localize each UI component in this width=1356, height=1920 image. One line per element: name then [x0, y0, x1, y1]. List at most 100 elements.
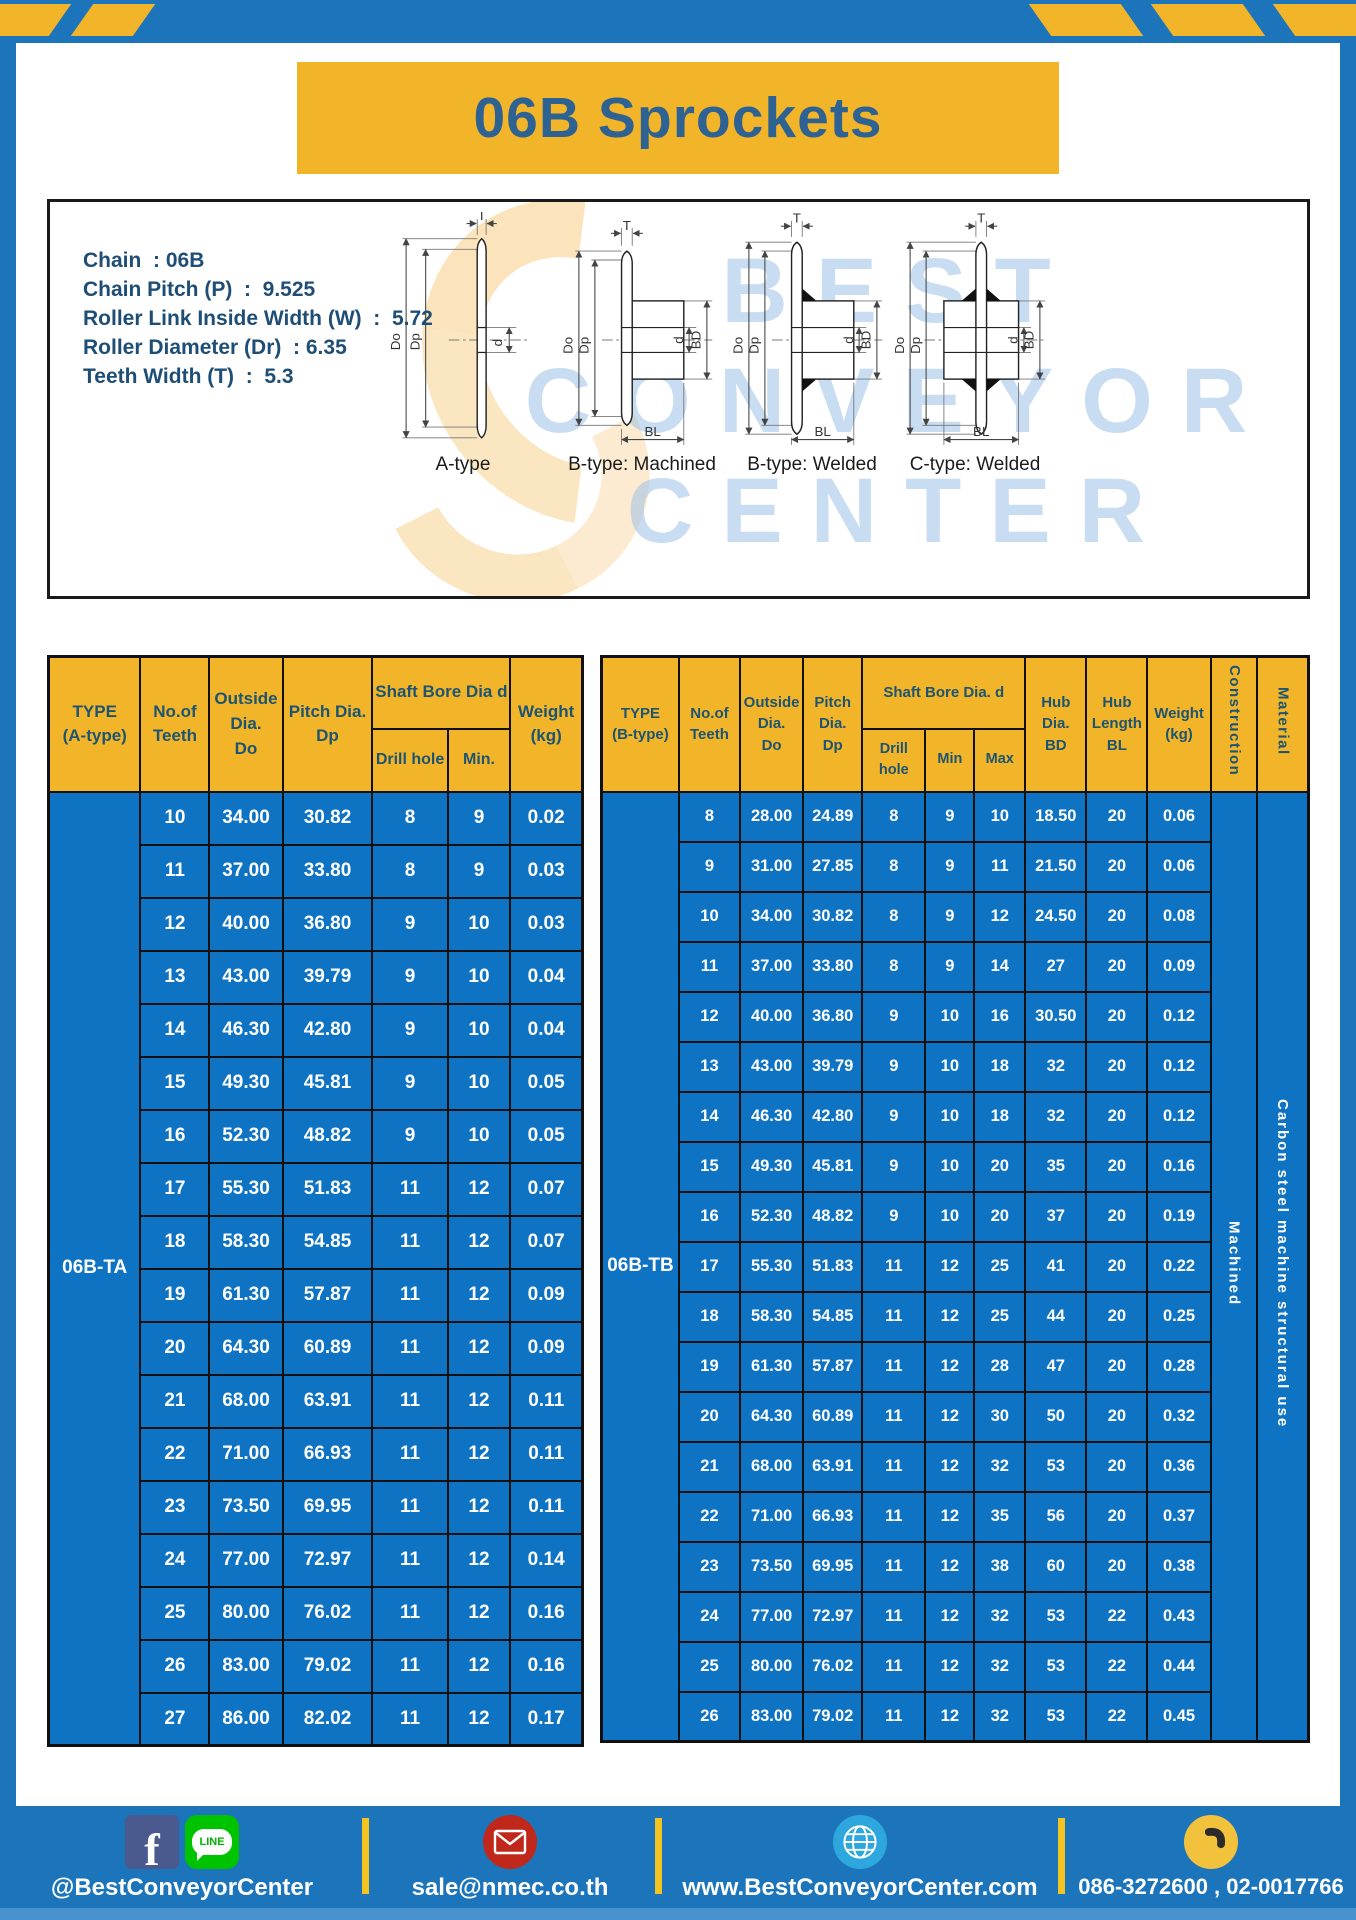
data-cell: 11	[371, 1267, 449, 1323]
construction-cell: Machined	[1209, 790, 1259, 1743]
line-app-icon[interactable]: LINE	[185, 1815, 239, 1869]
globe-icon[interactable]	[833, 1815, 887, 1869]
data-cell: 24	[677, 1590, 742, 1643]
dim-label-dp: Dp	[407, 333, 422, 350]
table-row: 24 77.00 72.97 11 12 0.14	[49, 1532, 584, 1588]
type-b-cell: 06B-TB	[600, 790, 680, 1743]
facebook-icon[interactable]: f	[125, 1815, 179, 1869]
data-cell: 8	[371, 843, 449, 899]
table-row: 13 43.00 39.79 9 10 18 32 20 0.12	[602, 1040, 1309, 1093]
data-cell: 0.07	[509, 1161, 584, 1217]
chain-spec-list: Chain : 06B Chain Pitch (P) : 9.525 Roll…	[83, 246, 433, 391]
data-cell: 9	[861, 1140, 927, 1193]
data-cell: 9	[924, 940, 976, 993]
data-cell: 51.83	[281, 1161, 374, 1217]
data-cell: 0.11	[509, 1426, 584, 1482]
data-cell: 64.30	[208, 1320, 284, 1376]
data-cell: 28	[973, 1340, 1027, 1393]
social-handle[interactable]: @BestConveyorCenter	[50, 1874, 314, 1901]
data-cell: 15	[139, 1055, 211, 1111]
data-cell: 0.03	[509, 896, 584, 952]
data-cell: 73.50	[739, 1540, 805, 1593]
data-cell: 47	[1024, 1340, 1088, 1393]
website-url[interactable]: www.BestConveyorCenter.com	[682, 1874, 1038, 1901]
data-cell: 63.91	[281, 1373, 374, 1429]
data-cell: 12	[924, 1390, 976, 1443]
footer-email-group: sale@nmec.co.th	[372, 1814, 648, 1902]
data-cell: 8	[371, 790, 449, 846]
data-cell: 11	[861, 1240, 927, 1293]
data-cell: 35	[973, 1490, 1027, 1543]
data-cell: 9	[861, 990, 927, 1043]
data-cell: 48.82	[802, 1190, 864, 1243]
construction-header-label: Construction	[1225, 665, 1243, 777]
data-cell: 27	[1024, 940, 1088, 993]
col-header-drill-hole: Drill hole	[861, 727, 927, 793]
table-b-body: 06B-TB 8 28.00 24.89 8 9 10 18.50 20 0.06 Machined…	[600, 790, 1310, 1743]
data-cell: 66.93	[802, 1490, 864, 1543]
data-cell: 77.00	[739, 1590, 805, 1643]
material-cell-label: Carbon steel machine structural use	[1274, 1099, 1292, 1429]
col-header-type: TYPE (A-type)	[47, 655, 142, 793]
data-cell: 10	[139, 790, 211, 846]
sprocket-drawing-icon: T Do Dp d BD BL	[562, 218, 713, 445]
footer-divider	[1058, 1818, 1065, 1894]
data-cell: 0.45	[1146, 1690, 1212, 1743]
data-cell: 9	[371, 1002, 449, 1058]
data-cell: 72.97	[281, 1532, 374, 1588]
dim-label-bl: BL	[815, 424, 831, 439]
data-cell: 11	[371, 1426, 449, 1482]
col-header-weight: Weight (kg)	[1146, 655, 1212, 793]
data-cell: 11	[371, 1214, 449, 1270]
data-cell: 11	[861, 1540, 927, 1593]
phone-numbers[interactable]: 086-3272600 , 02-0017766	[1078, 1874, 1344, 1899]
data-cell: 32	[973, 1690, 1027, 1743]
data-cell: 79.02	[281, 1638, 374, 1694]
data-cell: 9	[861, 1040, 927, 1093]
data-cell: 42.80	[802, 1090, 864, 1143]
data-cell: 18	[973, 1090, 1027, 1143]
data-cell: 83.00	[208, 1638, 284, 1694]
data-cell: 58.30	[208, 1214, 284, 1270]
diagram-label: B-type: Machined	[568, 454, 716, 475]
data-cell: 18	[139, 1214, 211, 1270]
data-cell: 13	[677, 1040, 742, 1093]
table-row: 14 46.30 42.80 9 10 0.04	[49, 1002, 584, 1058]
data-cell: 20	[1085, 940, 1149, 993]
col-header-teeth: No.of Teeth	[677, 655, 742, 793]
data-cell: 11	[371, 1585, 449, 1641]
data-cell: 12	[446, 1267, 512, 1323]
dim-label-d: d	[490, 339, 505, 346]
data-cell: 20	[1085, 790, 1149, 843]
email-icon[interactable]	[483, 1815, 537, 1869]
diagram-c-type-welded: T Do Dp d BD BL C-type: Welded	[895, 212, 1055, 476]
top-border	[0, 0, 1356, 43]
data-cell: 11	[371, 1532, 449, 1588]
data-cell: 41	[1024, 1240, 1088, 1293]
data-cell: 64.30	[739, 1390, 805, 1443]
data-cell: 20	[1085, 1390, 1149, 1443]
data-cell: 12	[924, 1440, 976, 1493]
data-cell: 20	[1085, 1340, 1149, 1393]
data-cell: 0.09	[509, 1267, 584, 1323]
data-cell: 10	[677, 890, 742, 943]
data-cell: 0.22	[1146, 1240, 1212, 1293]
data-cell: 10	[924, 1090, 976, 1143]
data-cell: 30.82	[281, 790, 374, 846]
data-cell: 8	[861, 840, 927, 893]
table-row: 11 37.00 33.80 8 9 0.03	[49, 843, 584, 899]
data-cell: 32	[973, 1440, 1027, 1493]
table-row: 25 80.00 76.02 11 12 32 53 22 0.44	[602, 1640, 1309, 1693]
data-cell: 45.81	[281, 1055, 374, 1111]
material-cell: Carbon steel machine structural use	[1256, 790, 1310, 1743]
data-cell: 16	[677, 1190, 742, 1243]
data-cell: 32	[973, 1590, 1027, 1643]
data-cell: 0.04	[509, 1002, 584, 1058]
data-cell: 9	[446, 790, 512, 846]
data-cell: 11	[973, 840, 1027, 893]
email-address[interactable]: sale@nmec.co.th	[411, 1874, 609, 1901]
data-cell: 80.00	[208, 1585, 284, 1641]
phone-icon[interactable]	[1184, 1815, 1238, 1869]
data-cell: 20	[1085, 1240, 1149, 1293]
data-cell: 22	[1085, 1640, 1149, 1693]
